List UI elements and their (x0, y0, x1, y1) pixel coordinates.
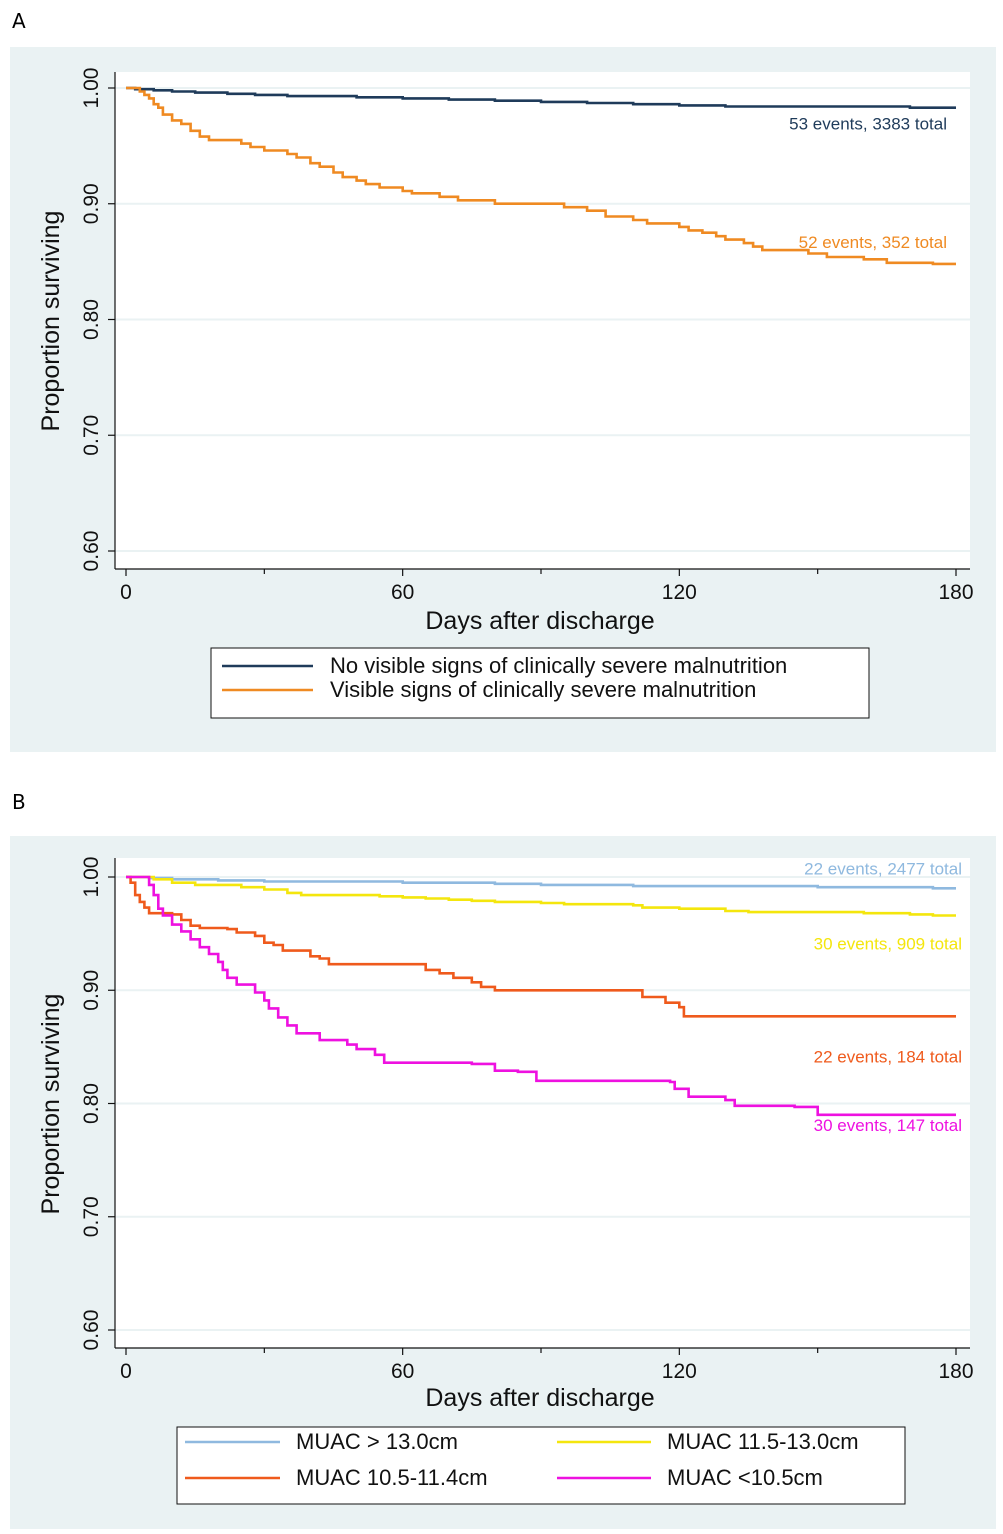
x-tick-label: 180 (938, 581, 973, 604)
panel-b-axes (108, 858, 970, 1355)
y-tick-label: 0.60 (80, 531, 103, 572)
x-tick-label: 120 (662, 581, 697, 604)
panel-a-gridlines (115, 87, 970, 552)
panel-a-x-axis-title: Days after discharge (425, 607, 654, 635)
y-tick-label: 0.90 (80, 970, 103, 1011)
panel-b-annotations: 22 events, 2477 total 30 events, 909 tota… (804, 859, 962, 1134)
legend-label: Visible signs of clinically severe malnu… (330, 677, 756, 702)
panel-b: B 0.60 0.70 0.80 0.90 1.00 0 60 120 180 22 even… (10, 790, 996, 1529)
series-line-3 (126, 875, 956, 1018)
series-line-1 (126, 875, 956, 890)
series-annotation: 22 events, 2477 total (804, 859, 962, 878)
panel-b-legend-box (176, 1426, 906, 1505)
y-tick-label: 1.00 (80, 68, 103, 109)
x-tick-label: 0 (120, 581, 132, 604)
panel-a-annotations: 53 events, 3383 total 52 events, 352 tota… (789, 115, 947, 252)
y-tick-label: 0.80 (80, 299, 103, 340)
y-tick-label: 0.90 (80, 183, 103, 224)
panel-a-letter: A (12, 9, 26, 33)
series-annotation: 52 events, 352 total (799, 233, 947, 252)
panel-a-axes (108, 72, 970, 576)
x-tick-label: 120 (662, 1360, 697, 1383)
legend-label: MUAC <10.5cm (667, 1465, 823, 1490)
panel-a-legend: No visible signs of clinically severe ma… (222, 653, 787, 702)
panel-b-y-axis-title: Proportion surviving (37, 994, 65, 1215)
panel-b-y-tick-labels: 0.60 0.70 0.80 0.90 1.00 (80, 857, 103, 1351)
series-line-1 (126, 86, 956, 109)
legend-label: No visible signs of clinically severe ma… (330, 653, 787, 678)
y-tick-label: 0.80 (80, 1083, 103, 1124)
series-annotation: 30 events, 909 total (814, 935, 962, 954)
y-tick-label: 0.70 (80, 415, 103, 456)
x-tick-label: 180 (938, 1360, 973, 1383)
series-line-4 (126, 875, 956, 1117)
panel-a: A 0.60 0.70 0.80 0.90 1.00 0 60 120 180 53 even… (10, 9, 996, 752)
panel-b-x-axis-title: Days after discharge (425, 1384, 654, 1412)
panel-a-x-tick-labels: 0 60 120 180 (120, 581, 973, 604)
series-line-2 (126, 86, 956, 266)
panel-a-y-axis-title: Proportion surviving (37, 211, 65, 432)
y-tick-label: 0.70 (80, 1196, 103, 1237)
x-tick-label: 60 (391, 1360, 414, 1383)
legend-label: MUAC > 13.0cm (296, 1429, 458, 1454)
series-annotation: 22 events, 184 total (814, 1047, 962, 1066)
panel-b-x-tick-labels: 0 60 120 180 (120, 1360, 973, 1383)
series-annotation: 30 events, 147 total (814, 1116, 962, 1135)
y-tick-label: 0.60 (80, 1310, 103, 1351)
panel-b-legend: MUAC > 13.0cm MUAC 11.5-13.0cm MUAC 10.5-1… (185, 1429, 859, 1490)
panel-b-series (126, 875, 956, 1117)
panel-a-series (126, 86, 956, 266)
x-tick-label: 0 (120, 1360, 132, 1383)
x-tick-label: 60 (391, 581, 414, 604)
panel-b-letter: B (12, 790, 26, 814)
legend-label: MUAC 10.5-11.4cm (296, 1465, 488, 1490)
panel-a-y-tick-labels: 0.60 0.70 0.80 0.90 1.00 (80, 68, 103, 572)
series-annotation: 53 events, 3383 total (789, 115, 947, 134)
series-line-2 (126, 875, 956, 917)
panel-a-legend-box (210, 647, 870, 719)
legend-label: MUAC 11.5-13.0cm (667, 1429, 859, 1454)
panel-b-gridlines (115, 876, 970, 1331)
y-tick-label: 1.00 (80, 857, 103, 898)
